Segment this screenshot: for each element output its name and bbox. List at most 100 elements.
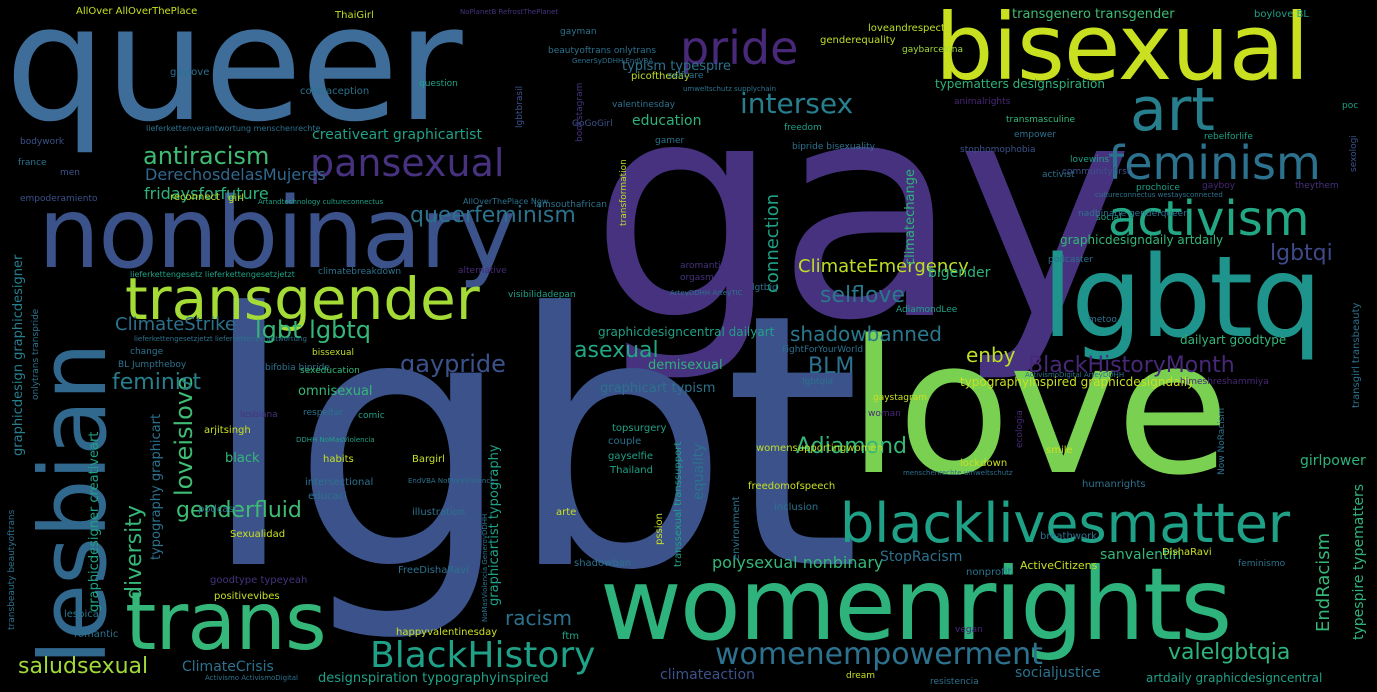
word: queer <box>5 0 463 157</box>
word: menschenrechte umweltschutz <box>903 469 1013 477</box>
word: love <box>848 300 1230 516</box>
word: topsurgery <box>612 423 667 434</box>
word: vegan <box>955 625 983 635</box>
word: poc <box>1342 101 1359 111</box>
word: selfcare <box>668 71 704 81</box>
word: transsexual transsupport <box>673 441 684 567</box>
word: graphicart typism <box>600 381 716 396</box>
word: climatebreakdown <box>318 267 402 277</box>
word: Bargirl <box>412 454 445 465</box>
word: sexeducation <box>300 366 360 376</box>
word: dream <box>846 671 876 681</box>
word: blacklivesmatter <box>840 492 1291 555</box>
word: lieferkettengesetzjetzt lieferkettenvera… <box>134 335 307 343</box>
word: polysexual nonbinary <box>712 553 884 572</box>
word: BlackHistoryMonth <box>1028 353 1235 378</box>
word: goodtype typeyeah <box>210 575 308 586</box>
word: Activismo ActivismoDigital <box>205 674 299 682</box>
word: freedom <box>784 123 822 133</box>
word: shadowban <box>574 558 632 569</box>
word: comic <box>358 411 385 421</box>
word: pansexual <box>310 141 505 185</box>
word: racism <box>505 606 572 630</box>
word: graphicdesigndaily artdaily <box>1060 233 1224 247</box>
word: selflove <box>820 283 905 308</box>
word: lovewins <box>1070 155 1110 165</box>
word: positivevibes <box>214 591 280 602</box>
word: graphicdesigner creativeart <box>87 431 102 612</box>
word: climatechange <box>903 169 918 265</box>
word: AdiamondLee <box>896 305 958 315</box>
word: sexologi <box>1349 135 1359 172</box>
word: himeshreshammiya <box>1180 377 1269 387</box>
word: lgbtqia <box>802 377 834 387</box>
word: alternative <box>458 266 507 276</box>
word: bookstagram <box>575 82 585 142</box>
word: reconnect <box>170 192 220 203</box>
word: gaybarcelona <box>902 45 963 55</box>
word: gamer <box>655 136 685 146</box>
word: lieferkettenverantwortung menschenrechte <box>146 124 321 133</box>
word: question <box>419 79 458 89</box>
word: AllOverThePlace Now <box>463 197 549 206</box>
word: podcast <box>198 504 238 515</box>
word: creativeart graphicartist <box>312 127 482 143</box>
word: gayselfie <box>608 451 653 462</box>
word: dailyart goodtype <box>1180 333 1287 347</box>
word: ClimateStrike <box>115 314 237 335</box>
word: metoo <box>1088 315 1117 325</box>
word: change <box>130 347 164 357</box>
word: diversity <box>122 505 147 600</box>
word: inclusion <box>774 502 819 513</box>
word: graphicdesigncentral dailyart <box>598 325 775 339</box>
word: typespire typematters <box>1351 484 1367 640</box>
word: transgenero transgender <box>1012 7 1175 22</box>
word: typographyinspired graphicdesigndaily <box>960 375 1195 389</box>
word: Sexualidad <box>230 529 286 540</box>
word: lgbtqi <box>1270 241 1333 266</box>
word: gayman <box>560 27 597 37</box>
word: resistencia <box>930 677 979 687</box>
word: arjitsingh <box>204 425 251 436</box>
word: ecologia <box>1015 410 1025 448</box>
word: ClimateCrisis <box>182 659 274 675</box>
word: ArteyDDHH ArteyTIC <box>670 289 743 297</box>
word: genderequality <box>820 35 896 46</box>
word: empower <box>1014 130 1057 140</box>
word: iamsouthafrican <box>534 200 607 210</box>
word: EndRacism <box>1313 532 1334 632</box>
word: fridaysforfuture <box>144 184 269 203</box>
word: typism typespire <box>622 59 731 74</box>
word: bipride bisexuality <box>792 142 875 152</box>
word: EndVBA NoMoreViolence <box>408 477 495 485</box>
word: transmasculine <box>1006 115 1076 125</box>
word: graphicdesign graphicdesigner <box>11 254 26 456</box>
word: loveandrespect <box>868 23 945 34</box>
word: lgtbiq <box>752 283 778 293</box>
word: happyvalentinesday <box>396 627 498 638</box>
word: bodywork <box>20 137 65 147</box>
word: ActivismoDigital ArteyDDHH <box>1025 371 1125 379</box>
word: typematters designspiration <box>935 77 1105 91</box>
word: GoGoGirl <box>572 119 613 129</box>
word: romantic <box>74 629 119 640</box>
word: contraception <box>300 86 370 97</box>
word: woman <box>868 409 901 419</box>
word: umweltschutz supplychain <box>683 85 777 93</box>
word: BlackHistory <box>370 635 596 676</box>
word: visibilidadepan <box>508 290 576 300</box>
word: FreeDishaRavi <box>398 565 469 576</box>
word: feminism <box>1108 136 1321 190</box>
word: cultureconnectus westaysconnected <box>1095 191 1223 199</box>
word: activist <box>1042 170 1075 180</box>
word: womenempowerment <box>715 637 1043 672</box>
word: boylove BL <box>1254 9 1309 20</box>
word: orgasmo <box>680 273 720 283</box>
word: environment <box>731 496 742 560</box>
word: pride <box>680 21 799 75</box>
word: prochoice <box>1136 183 1180 193</box>
word: omnisexual <box>298 384 373 399</box>
word: france <box>18 158 47 168</box>
word: lgbt <box>200 239 861 647</box>
word: NoMasViolencia GeneroyDDHH <box>481 513 489 622</box>
